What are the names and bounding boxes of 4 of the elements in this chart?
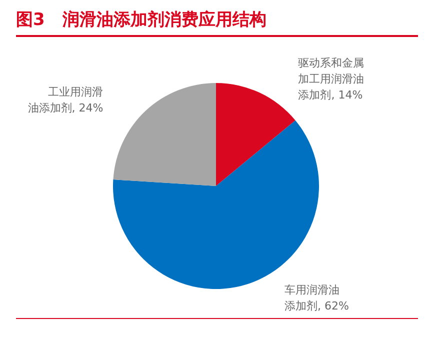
slice-label: 驱动系和金属加工用润滑油添加剂, 14% bbox=[298, 56, 364, 102]
slice-label: 工业用润滑油添加剂, 24% bbox=[28, 85, 104, 114]
chart-title: 图3 润滑油添加剂消费应用结构 bbox=[16, 8, 418, 37]
slice-label: 车用润滑油添加剂, 62% bbox=[284, 284, 349, 313]
